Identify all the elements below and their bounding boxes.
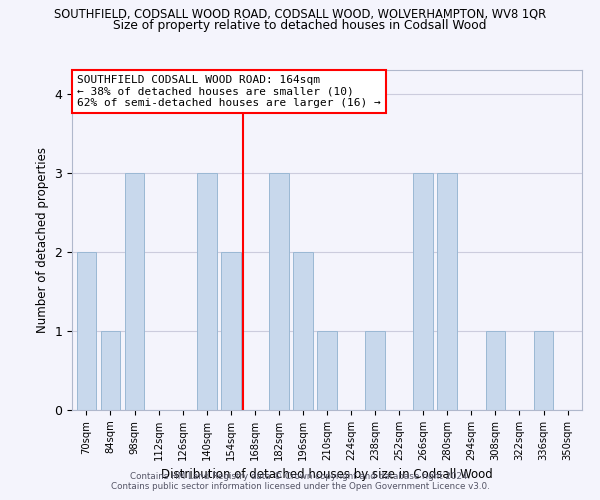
Text: Size of property relative to detached houses in Codsall Wood: Size of property relative to detached ho… — [113, 19, 487, 32]
Bar — [413, 173, 433, 410]
Text: Contains HM Land Registry data © Crown copyright and database right 2024.: Contains HM Land Registry data © Crown c… — [130, 472, 470, 481]
Y-axis label: Number of detached properties: Number of detached properties — [36, 147, 49, 333]
Bar — [197, 173, 217, 410]
Text: Contains public sector information licensed under the Open Government Licence v3: Contains public sector information licen… — [110, 482, 490, 491]
X-axis label: Distribution of detached houses by size in Codsall Wood: Distribution of detached houses by size … — [161, 468, 493, 481]
Bar — [125, 173, 145, 410]
Bar — [269, 173, 289, 410]
Bar — [77, 252, 96, 410]
Bar — [101, 331, 121, 410]
Text: SOUTHFIELD CODSALL WOOD ROAD: 164sqm
← 38% of detached houses are smaller (10)
6: SOUTHFIELD CODSALL WOOD ROAD: 164sqm ← 3… — [77, 75, 381, 108]
Bar — [221, 252, 241, 410]
Text: SOUTHFIELD, CODSALL WOOD ROAD, CODSALL WOOD, WOLVERHAMPTON, WV8 1QR: SOUTHFIELD, CODSALL WOOD ROAD, CODSALL W… — [54, 8, 546, 20]
Bar — [365, 331, 385, 410]
Bar — [485, 331, 505, 410]
Bar — [293, 252, 313, 410]
Bar — [533, 331, 553, 410]
Bar — [317, 331, 337, 410]
Bar — [437, 173, 457, 410]
